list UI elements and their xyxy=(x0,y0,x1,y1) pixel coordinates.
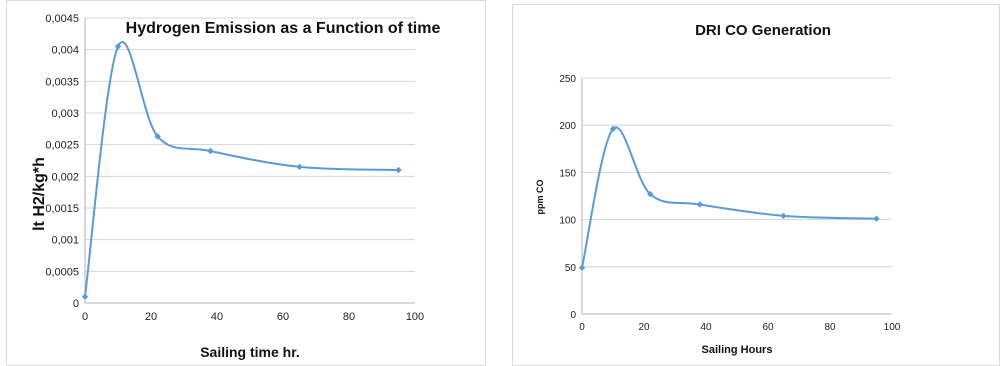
co-x-axis-label: Sailing Hours xyxy=(702,344,773,356)
co-x-tick-label: 40 xyxy=(700,322,712,333)
h2-x-tick-label: 40 xyxy=(211,311,223,323)
co-data-point xyxy=(696,201,703,208)
h2-y-tick-label: 0,001 xyxy=(51,235,79,247)
h2-y-tick-label: 0,002 xyxy=(51,171,79,183)
h2-y-tick-label: 0,004 xyxy=(51,45,79,57)
co-data-point xyxy=(873,215,880,222)
co-chart-panel: 0 50 100 150 200 250 0 20 40 60 80 100 DRI CO Genera… xyxy=(512,4,1000,366)
co-y-axis-label: ppm CO xyxy=(535,180,545,215)
hydrogen-emission-chart: 0 0,0005 0,001 0,0015 0,002 0,0025 0,003 0,0035… xyxy=(31,13,441,360)
h2-x-axis-label: Sailing time hr. xyxy=(200,344,300,360)
co-series-line xyxy=(581,126,877,268)
co-y-tick-label: 50 xyxy=(565,263,577,274)
co-data-point xyxy=(609,125,617,133)
co-y-tick-label: 250 xyxy=(559,74,576,85)
co-x-tick-label: 100 xyxy=(884,322,901,333)
h2-x-tick-label: 60 xyxy=(277,311,289,323)
h2-data-point xyxy=(114,43,122,50)
h2-x-tick-label: 0 xyxy=(82,311,88,323)
co-generation-chart: 0 50 100 150 200 250 0 20 40 60 80 100 DRI CO Genera… xyxy=(535,22,901,356)
h2-data-point xyxy=(81,293,89,300)
h2-y-axis-label: lt H2/kg*h xyxy=(31,157,48,231)
h2-data-point xyxy=(154,133,161,140)
co-y-tick-label: 200 xyxy=(559,121,576,132)
co-data-point xyxy=(578,264,586,271)
co-data-point xyxy=(780,212,787,220)
h2-x-tick-label: 80 xyxy=(343,311,355,323)
co-y-tick-label: 100 xyxy=(559,216,576,227)
h2-y-tick-label: 0 xyxy=(73,298,79,310)
h2-y-tick-label: 0,0025 xyxy=(45,140,79,152)
h2-y-tick-label: 0,003 xyxy=(51,108,79,120)
h2-y-tick-label: 0,0005 xyxy=(45,266,79,278)
co-y-tick-label: 150 xyxy=(559,168,576,179)
co-x-tick-label: 60 xyxy=(762,322,774,333)
h2-y-tick-label: 0,0015 xyxy=(45,203,79,215)
hydrogen-chart-panel: 0 0,0005 0,001 0,0015 0,002 0,0025 0,003 0,0035… xyxy=(6,0,486,366)
h2-x-tick-label: 20 xyxy=(145,311,157,323)
h2-chart-title: Hydrogen Emission as a Function of time xyxy=(126,20,441,37)
co-chart-title: DRI CO Generation xyxy=(695,22,831,39)
co-x-tick-label: 0 xyxy=(579,322,585,333)
co-x-tick-label: 20 xyxy=(638,322,650,333)
h2-x-tick-label: 100 xyxy=(406,311,424,323)
h2-y-tick-label: 0,0035 xyxy=(45,76,79,88)
h2-data-point xyxy=(395,166,402,174)
co-x-tick-label: 80 xyxy=(824,322,836,333)
co-y-tick-label: 0 xyxy=(570,310,576,321)
h2-series-line xyxy=(84,41,399,297)
h2-data-point xyxy=(207,147,214,155)
h2-y-tick-label: 0,0045 xyxy=(45,13,79,25)
h2-data-point xyxy=(296,163,303,171)
